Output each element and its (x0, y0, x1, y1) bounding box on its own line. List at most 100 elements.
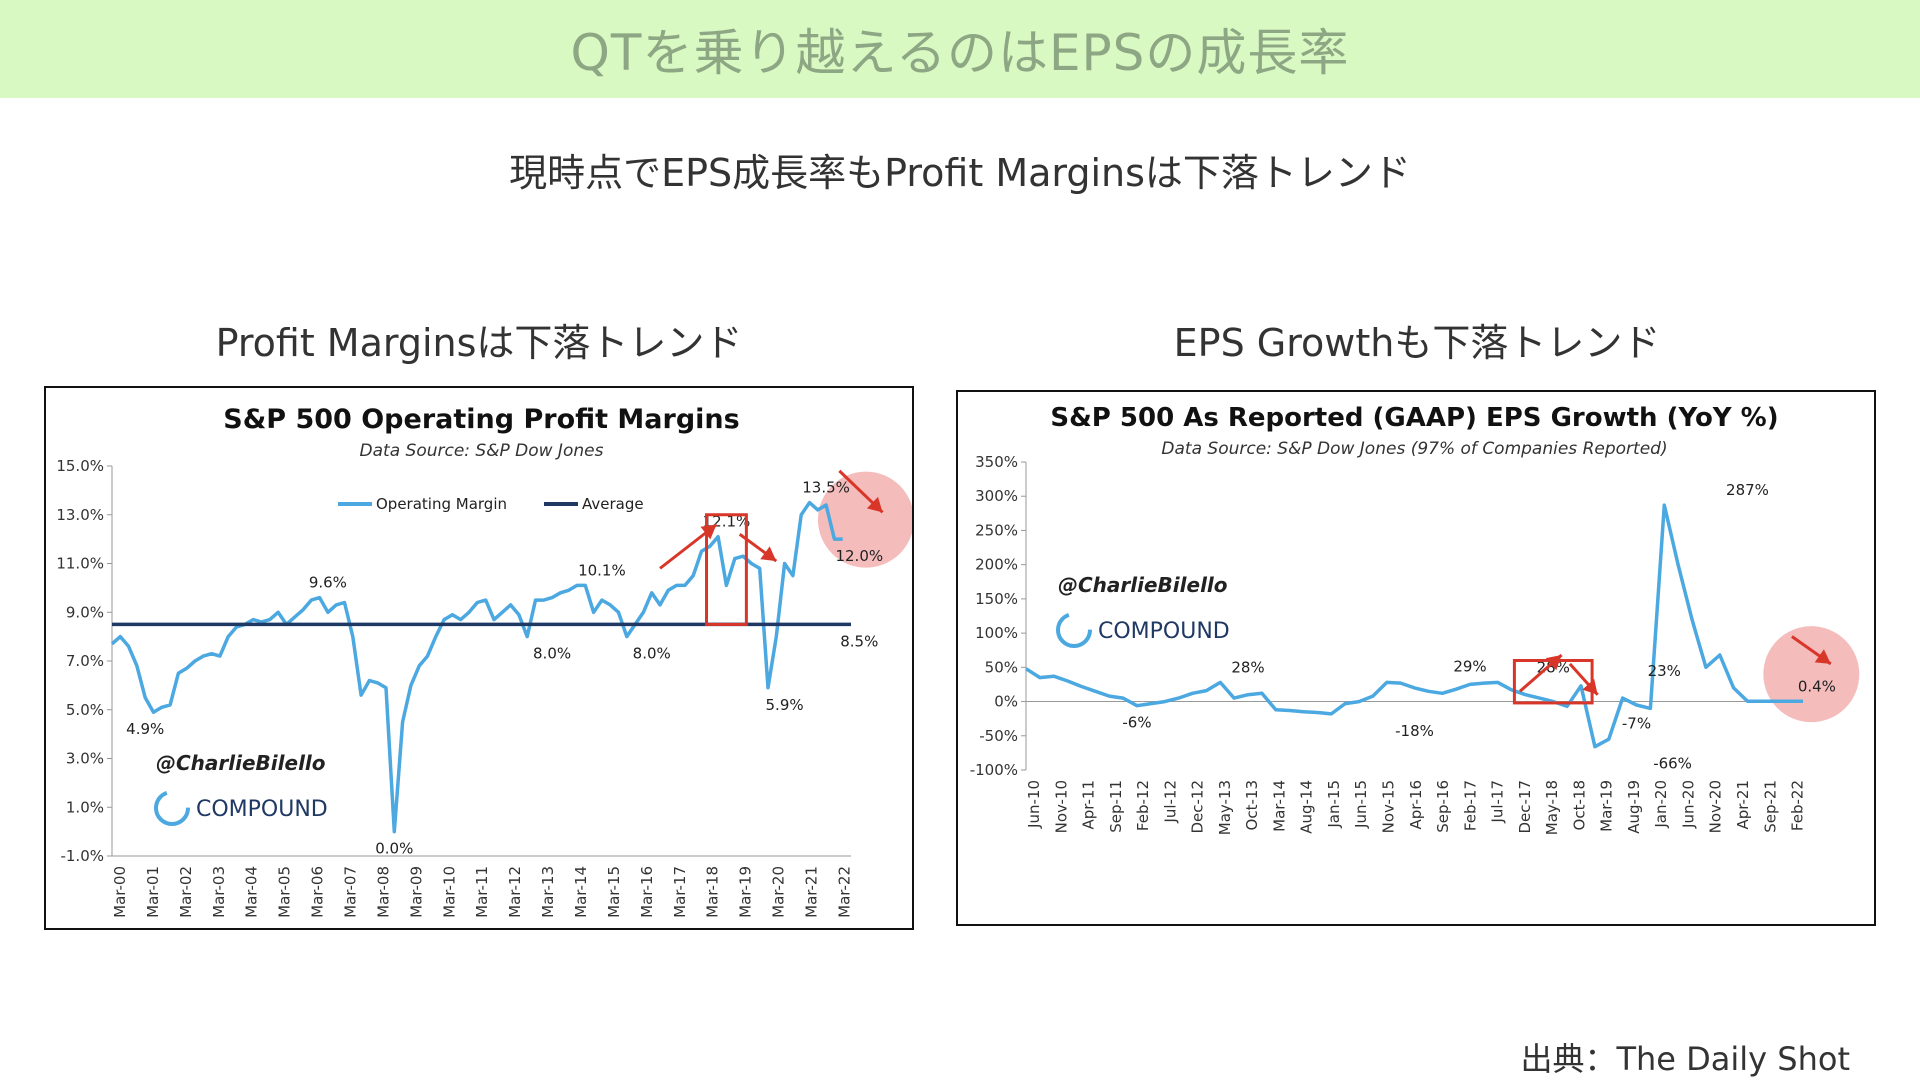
legend-label-average: Average (582, 495, 644, 513)
highlight-arrow-head (866, 496, 883, 513)
watermark-logo-icon (1056, 612, 1092, 648)
data-label: 0.0% (375, 840, 413, 858)
source-credit: 出典：The Daily Shot (1520, 1040, 1850, 1078)
y-tick-label: 250% (975, 521, 1018, 539)
watermark-logo-icon (154, 790, 190, 826)
y-tick-label: 3.0% (66, 750, 104, 768)
data-label: 8.5% (840, 632, 878, 650)
data-label: -18% (1395, 722, 1434, 740)
y-tick-label: 150% (975, 590, 1018, 608)
legend-label-operating-margin: Operating Margin (376, 495, 507, 513)
x-tick-label: Mar-21 (802, 866, 820, 918)
y-tick-label: 200% (975, 556, 1018, 574)
x-tick-label: Mar-02 (177, 866, 195, 918)
y-tick-label: 13.0% (56, 506, 104, 524)
left-chart-heading: Profit Marginsは下落トレンド (215, 321, 743, 365)
data-label: -6% (1122, 714, 1151, 732)
x-tick-label: Aug-19 (1625, 780, 1643, 834)
x-tick-label: Mar-01 (144, 866, 162, 918)
x-tick-label: Mar-13 (539, 866, 557, 918)
x-tick-label: Mar-22 (835, 866, 853, 918)
chart-subtitle: Data Source: S&P Dow Jones (97% of Compa… (1161, 439, 1667, 459)
x-tick-label: Mar-17 (671, 866, 689, 918)
eps-growth-chart: S&P 500 As Reported (GAAP) EPS Growth (Y… (956, 390, 1876, 926)
x-tick-label: Jul-12 (1161, 780, 1179, 824)
data-label: 28% (1537, 658, 1570, 676)
x-tick-label: Jul-17 (1489, 780, 1507, 824)
x-tick-label: Mar-09 (407, 866, 425, 918)
profit-margins-chart: S&P 500 Operating Profit Margins Data Sou… (44, 386, 914, 930)
data-label: 28% (1231, 658, 1264, 676)
x-tick-label: Mar-18 (704, 866, 722, 918)
y-tick-label: -100% (970, 761, 1018, 779)
x-tick-label: Nov-15 (1380, 780, 1398, 833)
data-label: 10.1% (578, 561, 626, 579)
x-tick-label: Nov-10 (1052, 780, 1070, 833)
x-tick-label: Mar-00 (111, 866, 129, 918)
right-chart-heading: EPS Growthも下落トレンド (1173, 321, 1661, 365)
highlight-box (705, 513, 748, 626)
y-tick-label: 100% (975, 624, 1018, 642)
x-tick-label: Mar-12 (506, 866, 524, 918)
x-tick-label: Mar-19 (1598, 780, 1616, 832)
data-label: 8.0% (533, 645, 571, 663)
x-tick-label: Mar-16 (638, 866, 656, 918)
x-tick-label: Feb-12 (1134, 780, 1152, 831)
data-label: 23% (1648, 662, 1681, 680)
data-label: 8.0% (633, 645, 671, 663)
data-label: 9.6% (309, 574, 347, 592)
y-tick-label: 7.0% (66, 652, 104, 670)
data-label: 0.4% (1798, 677, 1836, 695)
highlight-circle (817, 471, 912, 568)
highlight-arrow-head (1582, 678, 1598, 695)
y-tick-label: 300% (975, 487, 1018, 505)
banner-title: QTを乗り越えるのはEPSの成長率 (570, 24, 1350, 82)
y-tick-label: 1.0% (66, 798, 104, 816)
watermark-brand: COMPOUND (196, 797, 328, 822)
x-tick-label: Mar-14 (1270, 780, 1288, 832)
watermark-handle: @CharlieBilello (1058, 573, 1228, 597)
profit-margins-svg: S&P 500 Operating Profit Margins Data Sou… (56, 404, 912, 918)
header-banner: QTを乗り越えるのはEPSの成長率 (0, 0, 1920, 98)
chart-subtitle: Data Source: S&P Dow Jones (360, 441, 604, 461)
x-tick-label: Mar-03 (210, 866, 228, 918)
x-tick-label: May-13 (1216, 780, 1234, 835)
data-label: 13.5% (802, 479, 850, 497)
slide-subtitle: 現時点でEPS成長率もProfit Marginsは下落トレンド (509, 151, 1411, 195)
x-tick-label: Sep-16 (1434, 780, 1452, 833)
x-tick-label: Mar-07 (341, 866, 359, 918)
eps-growth-svg: S&P 500 As Reported (GAAP) EPS Growth (Y… (970, 403, 1860, 835)
y-tick-label: -1.0% (60, 847, 104, 865)
x-tick-label: Apr-11 (1080, 780, 1098, 830)
y-tick-label: 50% (985, 658, 1018, 676)
highlight-arrow-head (700, 524, 717, 540)
y-tick-label: 5.0% (66, 701, 104, 719)
x-tick-label: Mar-19 (737, 866, 755, 918)
x-tick-label: Mar-04 (243, 866, 261, 918)
x-tick-label: Mar-15 (605, 866, 623, 918)
data-label: -66% (1653, 755, 1692, 773)
series-line (1025, 503, 1803, 749)
x-tick-label: Sep-11 (1107, 780, 1125, 833)
x-tick-label: Apr-16 (1407, 780, 1425, 830)
data-label: 287% (1726, 481, 1769, 499)
x-tick-label: Jan-20 (1652, 780, 1670, 829)
y-tick-label: 15.0% (56, 457, 104, 475)
x-tick-label: Jun-20 (1679, 780, 1697, 829)
y-tick-label: 11.0% (56, 555, 104, 573)
x-tick-label: Apr-21 (1734, 780, 1752, 830)
x-tick-label: Jun-10 (1025, 780, 1043, 829)
x-tick-label: Jun-15 (1352, 780, 1370, 829)
y-tick-label: 9.0% (66, 603, 104, 621)
x-tick-label: Mar-08 (374, 866, 392, 918)
series-line (110, 500, 843, 834)
x-tick-label: Aug-14 (1298, 780, 1316, 834)
highlight-arrow-head (760, 546, 777, 562)
x-tick-label: Sep-21 (1761, 780, 1779, 833)
x-tick-label: Oct-18 (1570, 780, 1588, 830)
watermark-handle: @CharlieBilello (156, 751, 326, 775)
data-label: 5.9% (766, 696, 804, 714)
highlight-arrow-head (1814, 649, 1831, 664)
x-tick-label: Feb-22 (1789, 780, 1807, 831)
data-label: -7% (1622, 714, 1651, 732)
